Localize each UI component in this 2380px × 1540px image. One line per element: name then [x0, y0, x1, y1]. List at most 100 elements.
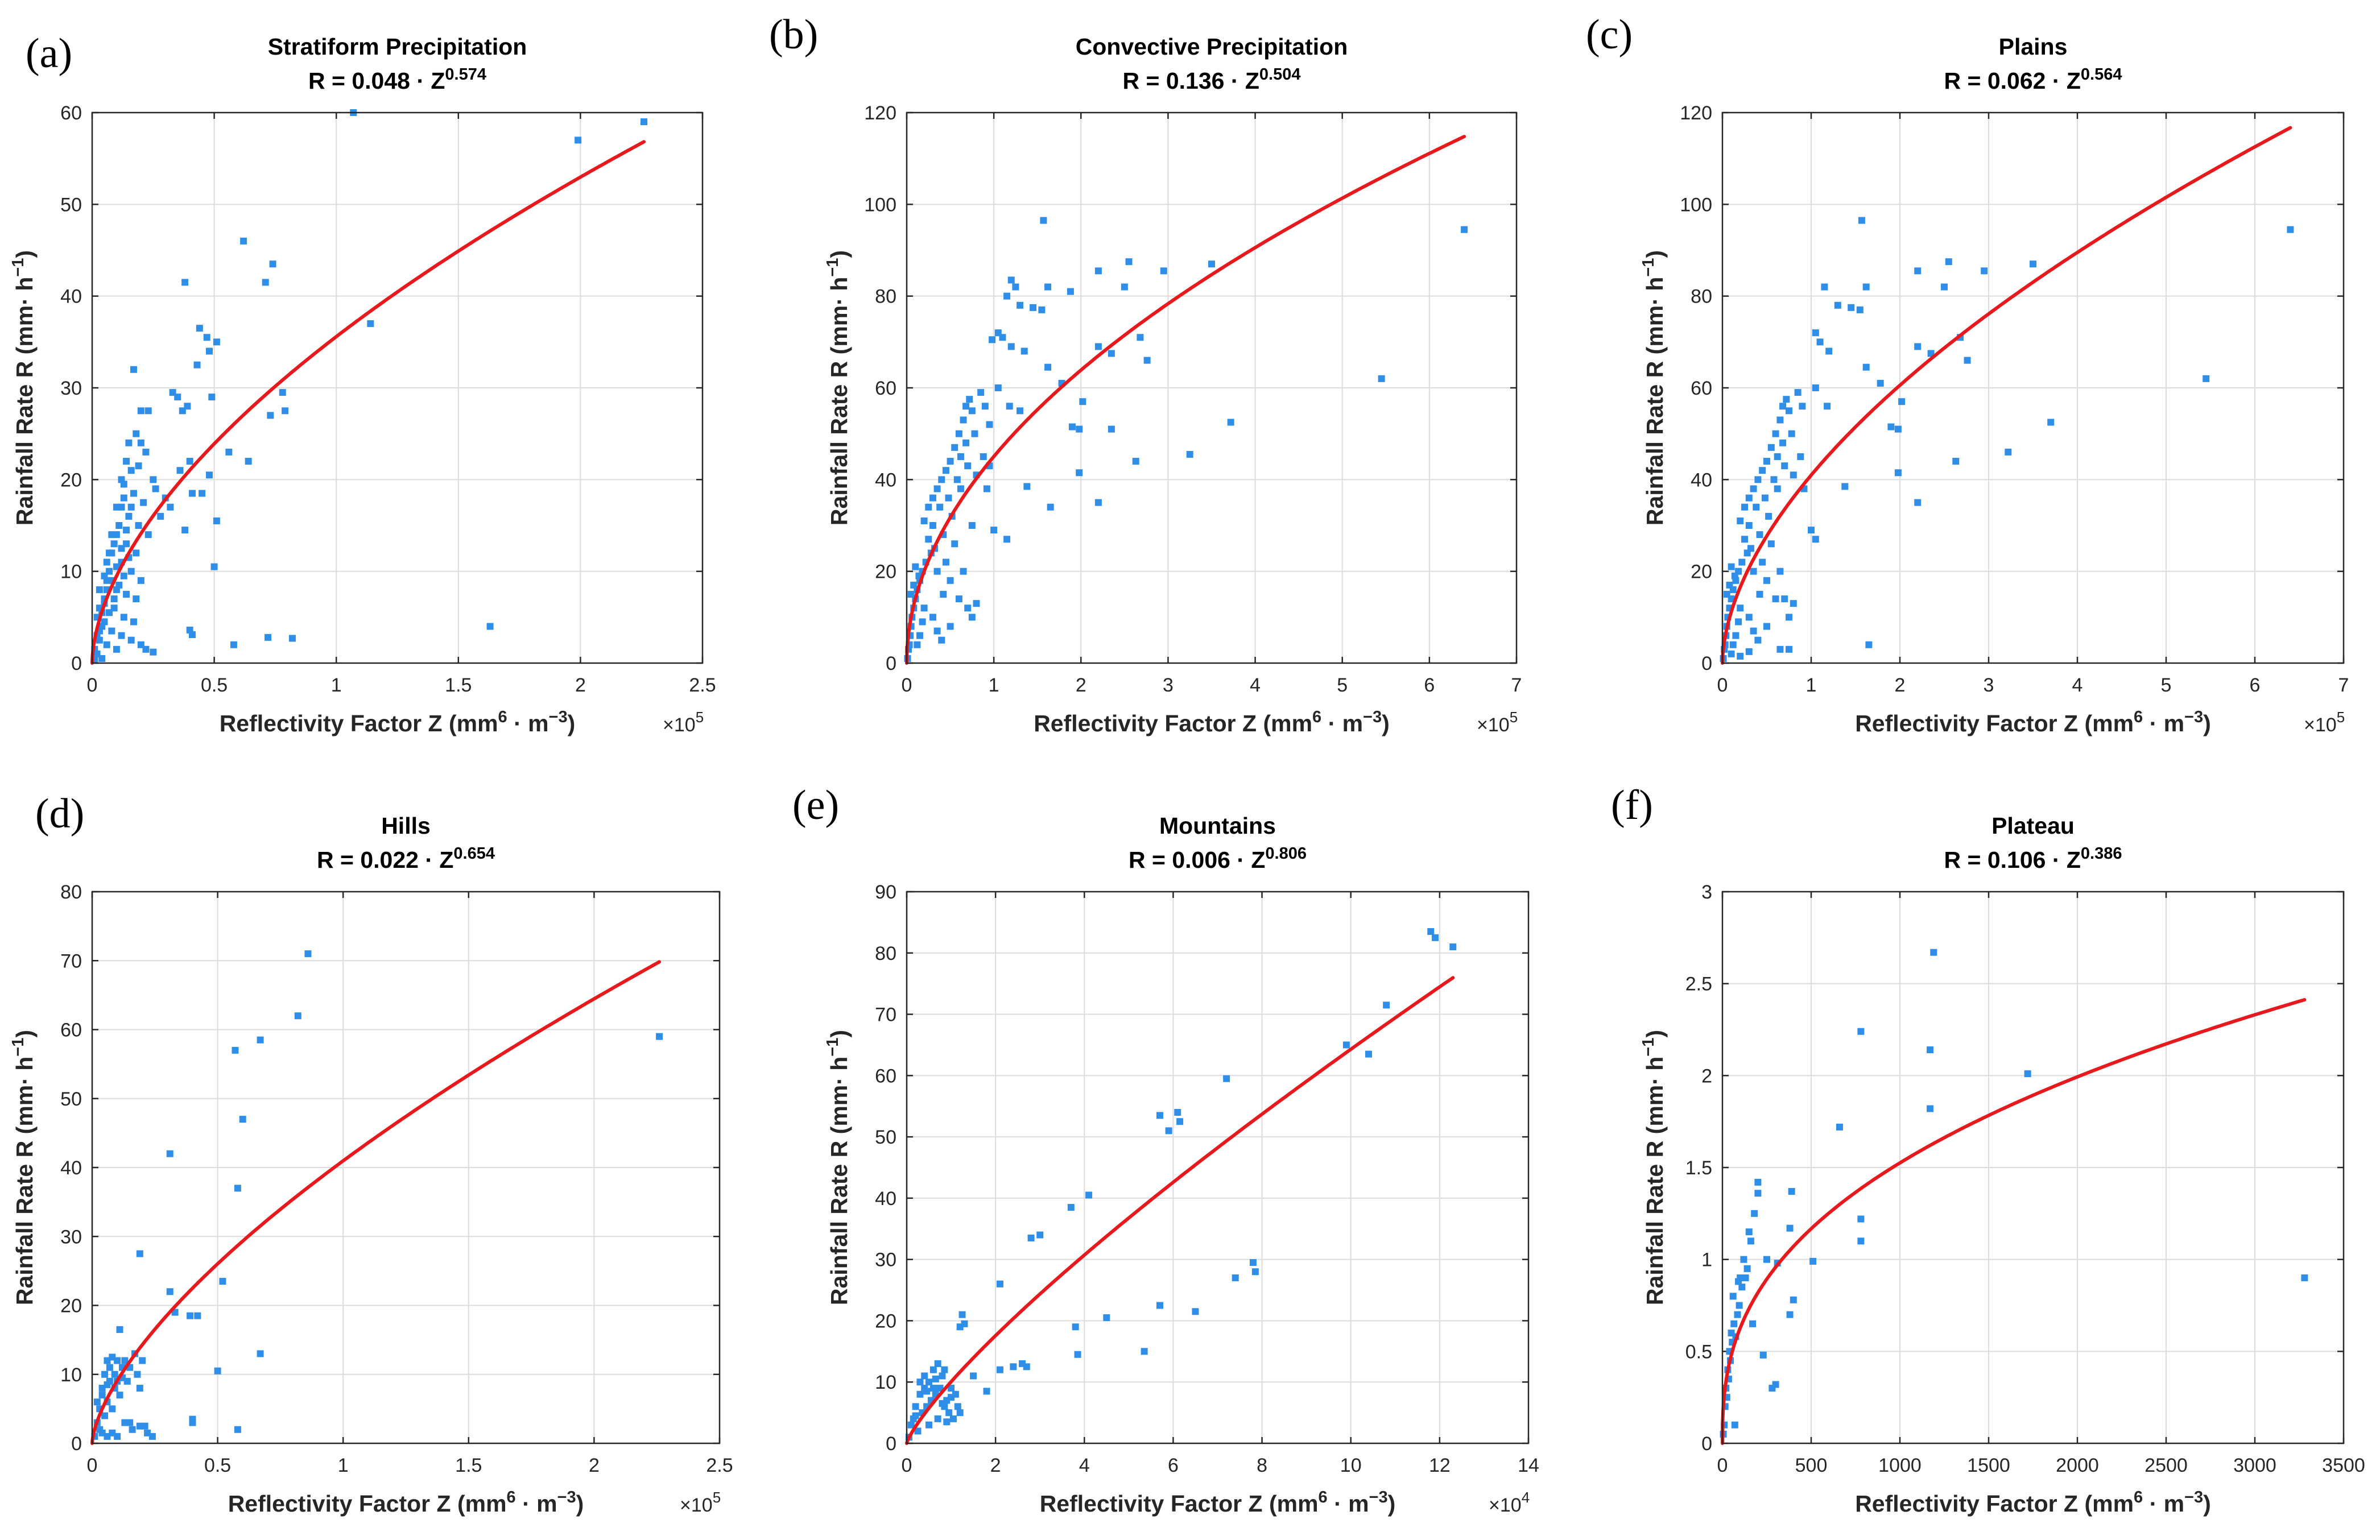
data-point: [150, 648, 157, 656]
data-point: [943, 1418, 951, 1426]
data-point: [1809, 1257, 1817, 1265]
data-point: [1754, 636, 1762, 644]
data-point: [189, 1419, 196, 1426]
data-point: [1156, 1112, 1164, 1119]
data-point: [116, 1392, 123, 1399]
data-point: [1728, 563, 1735, 570]
y-tick-label: 60: [875, 1065, 896, 1087]
data-point: [1737, 517, 1744, 524]
data-point: [1887, 423, 1895, 430]
data-point: [1914, 267, 1922, 275]
data-point: [1251, 1268, 1259, 1276]
y-tick-label: 50: [60, 194, 82, 216]
data-point: [1012, 283, 1019, 291]
data-point: [127, 503, 135, 511]
data-point: [938, 476, 945, 483]
data-point: [986, 421, 993, 428]
data-point: [942, 558, 949, 566]
data-point: [294, 1012, 301, 1020]
data-point: [1841, 483, 1849, 490]
y-tick-label: 30: [875, 1249, 896, 1271]
data-point: [1790, 471, 1797, 479]
y-tick-label: 10: [60, 1364, 82, 1386]
chart-title: Plains: [1999, 34, 2068, 60]
x-axis-label: Reflectivity Factor Z (mm6 · m−3): [220, 708, 576, 736]
data-point: [2203, 375, 2210, 382]
panel-letter: (a): [26, 30, 72, 77]
data-point: [150, 476, 157, 483]
x-tick-label: 0: [87, 1455, 98, 1476]
plot-area: [90, 950, 663, 1445]
data-point: [1223, 1075, 1230, 1082]
data-point: [142, 645, 150, 653]
plot-area: [904, 135, 1468, 665]
panel-3: (d) Hills R = 0.022 · Z0.654 0 0.5 1 1.5 2 2.5 0 1…: [9, 790, 733, 1517]
data-point: [137, 577, 144, 584]
data-point: [951, 444, 958, 451]
data-point: [1745, 522, 1753, 529]
y-tick-label: 10: [875, 1372, 896, 1393]
data-point: [123, 591, 130, 598]
y-tick-label: 1.5: [1685, 1157, 1712, 1179]
panel-0: (a) Stratiform Precipitation R = 0.048 · Z…: [9, 30, 716, 736]
fit-equation: R = 0.106 · Z0.386: [1944, 844, 2122, 873]
x-tick-label: 1: [989, 674, 999, 696]
data-point: [1076, 469, 1083, 477]
data-point: [103, 558, 110, 566]
fit-equation: R = 0.062 · Z0.564: [1944, 65, 2122, 94]
y-tick-label: 0: [886, 1433, 896, 1455]
data-point: [1964, 357, 1971, 364]
data-point: [914, 641, 921, 648]
data-point: [230, 641, 237, 648]
data-point: [971, 430, 978, 437]
data-point: [964, 605, 972, 612]
data-point: [1743, 1265, 1751, 1272]
y-tick-label: 50: [60, 1088, 82, 1110]
y-tick-label: 80: [60, 881, 82, 903]
data-point: [929, 614, 936, 621]
data-point: [1759, 467, 1766, 474]
data-point: [288, 635, 296, 642]
axes-frame: [906, 891, 1530, 1444]
y-tick-label: 1: [1701, 1249, 1712, 1271]
y-tick-label: 120: [1680, 102, 1712, 124]
data-point: [1432, 934, 1439, 941]
data-point: [907, 591, 915, 598]
axes-frame: [91, 891, 721, 1444]
data-point: [1865, 641, 1873, 648]
panel-letter: (b): [769, 11, 818, 58]
data-point: [940, 591, 947, 598]
y-tick-label: 100: [864, 194, 896, 216]
data-point: [964, 462, 972, 470]
y-axis-label: Rainfall Rate R (mm· h−1): [1639, 250, 1668, 525]
data-point: [213, 338, 220, 346]
data-point: [127, 568, 135, 575]
data-point: [152, 485, 159, 492]
data-point: [225, 448, 233, 456]
data-point: [957, 453, 964, 460]
x-multiplier: ×105: [663, 709, 704, 736]
data-point: [956, 1323, 964, 1331]
data-point: [113, 503, 120, 511]
x-tick-label: 0.5: [201, 674, 228, 696]
data-point: [101, 572, 108, 579]
data-point: [120, 572, 127, 579]
data-point: [1734, 1311, 1741, 1318]
x-tick-label: 4: [1250, 674, 1261, 696]
data-point: [973, 600, 980, 607]
y-tick-label: 0: [1701, 1433, 1712, 1455]
data-point: [925, 503, 932, 511]
x-tick-label: 1: [338, 1455, 349, 1476]
x-tick-label: 2: [1076, 674, 1086, 696]
panel-letter: (f): [1611, 782, 1653, 829]
data-point: [232, 1046, 239, 1054]
data-point: [1103, 1314, 1110, 1322]
data-point: [1857, 1028, 1865, 1035]
data-point: [640, 118, 647, 126]
data-point: [1788, 1188, 1795, 1195]
data-point: [118, 545, 125, 552]
data-point: [181, 527, 189, 534]
data-point: [916, 1378, 924, 1386]
data-point: [1763, 458, 1770, 465]
panel-letter: (c): [1586, 11, 1633, 58]
